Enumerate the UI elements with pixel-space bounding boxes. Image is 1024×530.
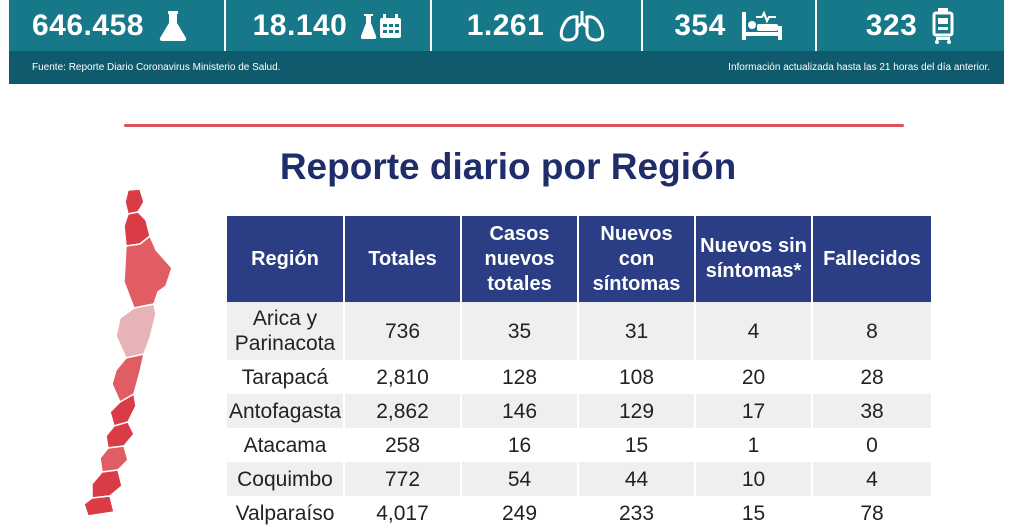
chile-map xyxy=(78,186,178,521)
stat-value: 646.458 xyxy=(32,8,144,42)
cell-totales: 4,017 xyxy=(344,496,462,530)
cell-sin-sintomas: 1 xyxy=(695,428,813,462)
stat-value: 18.140 xyxy=(252,8,348,42)
updated-note: Información actualizada hasta las 21 hor… xyxy=(728,62,990,73)
cell-con-sintomas: 31 xyxy=(578,302,696,360)
header-fallecidos: Fallecidos xyxy=(812,216,931,302)
cell-region: Antofagasta xyxy=(227,394,345,428)
regional-report-table: Región Totales Casos nuevos totales Nuev… xyxy=(227,216,931,530)
stat-icu: 1.261 xyxy=(432,0,643,51)
cell-sin-sintomas: 20 xyxy=(695,360,813,394)
cell-region: Tarapacá xyxy=(227,360,345,394)
cell-con-sintomas: 233 xyxy=(578,496,696,530)
cell-totales: 2,810 xyxy=(344,360,462,394)
hospital-bed-icon xyxy=(740,10,784,42)
cell-casos-nuevos: 16 xyxy=(461,428,579,462)
cell-region: Valparaíso xyxy=(227,496,345,530)
banner-footer: Fuente: Reporte Diario Coronavirus Minis… xyxy=(9,51,1004,84)
table-row: Atacama 258 16 15 1 0 xyxy=(227,428,931,462)
cell-casos-nuevos: 146 xyxy=(461,394,579,428)
cell-totales: 772 xyxy=(344,462,462,496)
summary-banner: 646.458 18.140 xyxy=(9,0,1004,84)
cell-sin-sintomas: 10 xyxy=(695,462,813,496)
source-note: Fuente: Reporte Diario Coronavirus Minis… xyxy=(32,62,281,73)
cell-fallecidos: 0 xyxy=(866,433,878,457)
table-row: Arica y Parinacota 736 35 31 4 8 xyxy=(227,302,931,360)
cell-sin-sintomas: 17 xyxy=(695,394,813,428)
stat-ventilated: 323 xyxy=(817,0,1004,51)
stat-value: 323 xyxy=(865,8,918,42)
cell-casos-nuevos: 35 xyxy=(461,302,579,360)
table-row: Valparaíso 4,017 249 233 15 78 xyxy=(227,496,931,530)
flask-icon xyxy=(158,10,188,42)
map-region-metropolitana xyxy=(105,421,135,449)
cell-sin-sintomas: 15 xyxy=(695,496,813,530)
map-region-ohiggins xyxy=(99,445,129,473)
cell-fallecidos: 8 xyxy=(812,302,931,360)
divider-line xyxy=(124,124,904,127)
cell-fallecidos: 28 xyxy=(860,365,884,389)
cell-totales: 2,862 xyxy=(344,394,462,428)
cell-fallecidos: 4 xyxy=(812,462,931,496)
page-title: Reporte diario por Región xyxy=(279,146,737,187)
header-nuevos-con-sintomas: Nuevos con síntomas xyxy=(578,216,696,302)
map-region-atacama xyxy=(115,303,157,359)
lungs-icon xyxy=(558,9,606,43)
table-row: Antofagasta 2,862 146 129 17 38 xyxy=(227,394,931,428)
map-region-arica xyxy=(124,188,145,215)
cell-casos-nuevos: 128 xyxy=(461,360,579,394)
stat-value: 354 xyxy=(674,8,726,42)
stats-row: 646.458 18.140 xyxy=(9,0,1004,51)
header-casos-nuevos-totales: Casos nuevos totales xyxy=(461,216,579,302)
stat-tests-daily: 18.140 xyxy=(226,0,432,51)
cell-region: Arica y Parinacota xyxy=(227,302,345,360)
ventilator-icon xyxy=(931,7,955,44)
map-region-antofagasta xyxy=(123,234,173,309)
table-row: Tarapacá 2,810 128 108 20 28 xyxy=(227,360,931,394)
cell-con-sintomas: 129 xyxy=(578,394,696,428)
cell-fallecidos: 78 xyxy=(860,501,884,525)
cell-con-sintomas: 44 xyxy=(578,462,696,496)
table-header-row: Región Totales Casos nuevos totales Nuev… xyxy=(227,216,931,302)
cell-region: Coquimbo xyxy=(227,462,345,496)
cell-sin-sintomas: 4 xyxy=(695,302,813,360)
header-nuevos-sin-sintomas: Nuevos sin síntomas* xyxy=(695,216,813,302)
cell-con-sintomas: 15 xyxy=(578,428,696,462)
cell-casos-nuevos: 54 xyxy=(461,462,579,496)
cell-casos-nuevos: 249 xyxy=(461,496,579,530)
map-region-maule xyxy=(91,469,123,499)
test-tubes-calendar-icon xyxy=(361,12,403,40)
cell-totales: 736 xyxy=(344,302,462,360)
stat-tests-total: 646.458 xyxy=(9,0,226,51)
map-region-nuble xyxy=(83,495,115,517)
cell-con-sintomas: 108 xyxy=(578,360,696,394)
map-region-coquimbo xyxy=(111,353,145,404)
cell-totales: 258 xyxy=(344,428,462,462)
header-region: Región xyxy=(227,216,345,302)
cell-fallecidos: 38 xyxy=(812,394,931,428)
table-row: Coquimbo 772 54 44 10 4 xyxy=(227,462,931,496)
header-totales: Totales xyxy=(344,216,462,302)
cell-region: Atacama xyxy=(227,428,345,462)
stat-hospitalized: 354 xyxy=(643,0,817,51)
stat-value: 1.261 xyxy=(466,8,545,42)
